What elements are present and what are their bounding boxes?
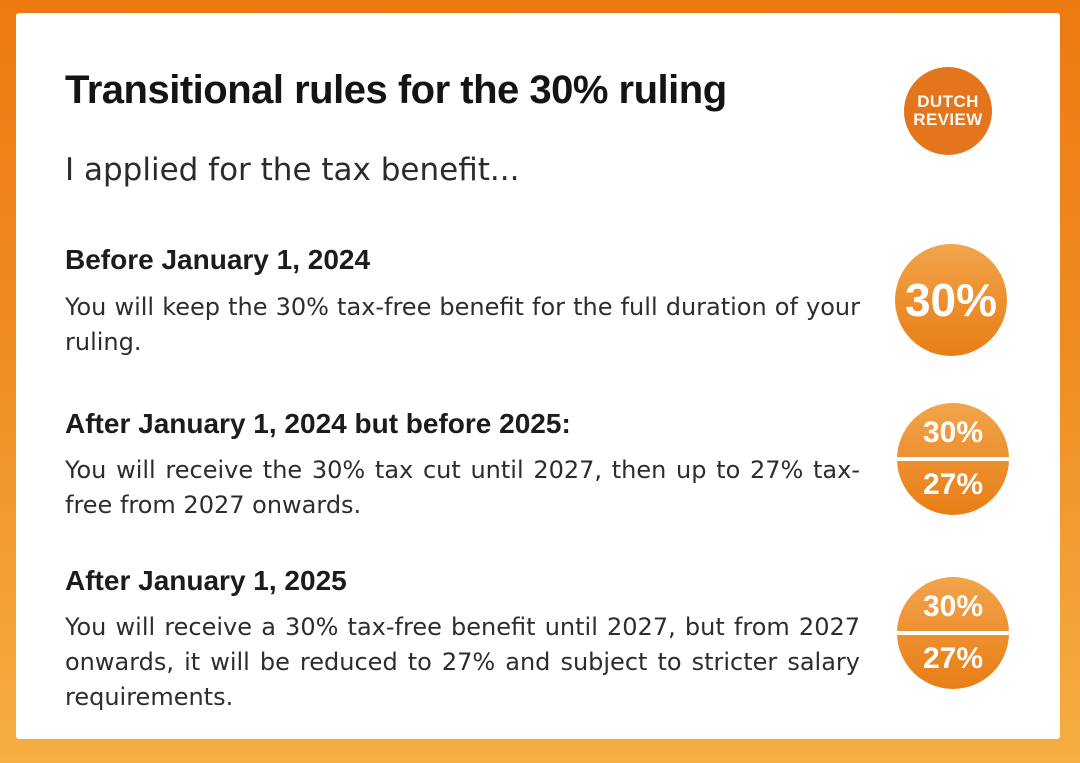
- section-body: You will keep the 30% tax-free benefit f…: [65, 292, 860, 356]
- logo-line-2: REVIEW: [913, 110, 983, 129]
- section-heading: Before January 1, 2024: [65, 244, 371, 276]
- section-heading: After January 1, 2024 but before 2025:: [65, 407, 571, 439]
- badge-top-value: 30%: [922, 590, 984, 623]
- section-heading: After January 1, 2025: [65, 565, 347, 597]
- logo-line-1: DUTCH: [917, 92, 979, 112]
- dutchreview-logo-icon: DUTCH REVIEW: [904, 67, 992, 155]
- badge-value: 30%: [904, 274, 998, 326]
- section-after-jan-2024: After January 1, 2024 but before 2025: Y…: [65, 406, 860, 523]
- content-card: Transitional rules for the 30% ruling I …: [16, 13, 1060, 739]
- section-before-jan-2024: Before January 1, 2024 You will keep the…: [65, 242, 860, 359]
- badge-divider: [897, 457, 1009, 461]
- badge-30-27-percent: 30% 27%: [897, 403, 1009, 515]
- page-title: Transitional rules for the 30% ruling: [65, 68, 727, 112]
- badge-bottom-value: 27%: [922, 468, 984, 501]
- badge-30-27-percent: 30% 27%: [897, 577, 1009, 689]
- badge-divider: [897, 631, 1009, 635]
- section-body: You will receive a 30% tax-free benefit …: [65, 613, 860, 712]
- badge-top-value: 30%: [922, 416, 984, 449]
- subtitle: I applied for the tax benefit...: [65, 152, 520, 188]
- section-after-jan-2025: After January 1, 2025 You will receive a…: [65, 563, 860, 715]
- section-body: You will receive the 30% tax cut until 2…: [65, 456, 860, 520]
- badge-30-percent: 30%: [895, 244, 1007, 356]
- badge-bottom-value: 27%: [922, 642, 984, 675]
